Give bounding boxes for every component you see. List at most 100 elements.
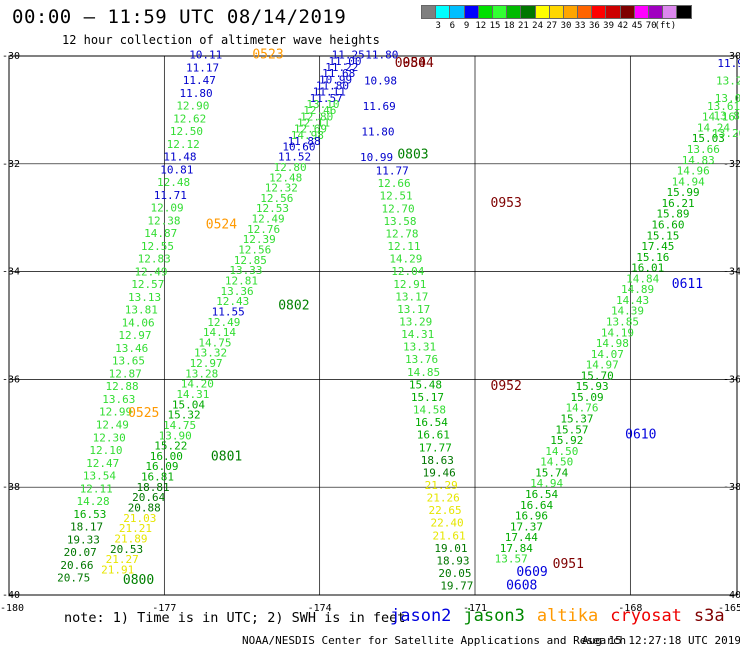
wave-height-label: 13.66 — [687, 143, 720, 156]
color-scale-label: 21 — [517, 21, 529, 31]
wave-height-label: 11.22 — [325, 61, 358, 74]
wave-height-label: 11.80 — [361, 126, 394, 139]
wave-height-label: 13.33 — [229, 264, 262, 277]
wave-height-label: 15.17 — [411, 391, 444, 404]
wave-height-label: 10.11 — [189, 49, 222, 62]
wave-height-label: 20.88 — [128, 502, 161, 515]
wave-height-label: 13.32 — [194, 347, 227, 360]
wave-height-label: 15.15 — [646, 229, 679, 242]
pass-time-label: 0524 — [206, 217, 237, 232]
wave-height-label: 15.70 — [581, 369, 614, 382]
color-scale-label: 24 — [532, 21, 544, 31]
wave-height-label: 17.77 — [419, 441, 452, 454]
pass-time-label: 0953 — [491, 196, 522, 211]
wave-height-label: 12.66 — [378, 177, 411, 190]
wave-height-label: 17.84 — [500, 542, 533, 555]
wave-height-label: 16.53 — [73, 508, 106, 521]
wave-height-label: 18.81 — [137, 481, 170, 494]
wave-height-label: 12.53 — [256, 202, 289, 215]
color-scale: 3 6 9 12 15 18 21 24 27 30 33 36 39 42 45 70 (ft) — [421, 5, 692, 35]
color-scale-label: 39 — [603, 21, 615, 31]
wave-height-label: 19.77 — [440, 580, 473, 593]
wave-height-label: 13.31 — [403, 341, 436, 354]
wave-height-label: 15.92 — [550, 434, 583, 447]
wave-height-label: 12.97 — [190, 357, 223, 370]
wave-height-label: 16.81 — [141, 471, 174, 484]
wave-height-label: 14.58 — [413, 404, 446, 417]
pass-time-label: 0610 — [625, 428, 656, 443]
wave-height-label: 12.78 — [385, 227, 418, 240]
wave-height-label: 12.32 — [265, 182, 298, 195]
wave-height-label: 13.58 — [383, 215, 416, 228]
wave-height-label: 16.21 — [661, 197, 694, 210]
chart-title: 00:00 – 11:59 UTC 08/14/2019 — [12, 6, 347, 28]
wave-height-label: 14.75 — [163, 419, 196, 432]
wave-height-label: 13.61 — [707, 100, 740, 113]
wave-height-label: 19.01 — [434, 542, 467, 555]
color-scale-label: 45 — [631, 21, 643, 31]
plot-frame — [8, 55, 738, 596]
wave-height-label: 14.43 — [616, 294, 649, 307]
color-scale-label: (ft) — [654, 21, 677, 31]
wave-height-label: 12.11 — [80, 482, 113, 495]
wave-height-label: 15.48 — [409, 378, 442, 391]
wave-height-label: 12.30 — [93, 431, 126, 444]
wave-height-label: 15.22 — [154, 440, 187, 453]
wave-height-label: 18.17 — [70, 521, 103, 534]
wave-height-label: 11.80 — [365, 49, 398, 62]
wave-height-label: 14.16 — [702, 111, 735, 124]
wave-height-label: 21.27 — [106, 553, 139, 566]
wave-height-label: 12.04 — [391, 265, 424, 278]
wave-height-label: 13.13 — [128, 291, 161, 304]
y-tick-label: -30 — [2, 51, 20, 62]
wave-height-label: 19.46 — [423, 466, 456, 479]
y-tick-label-right: -40 — [723, 590, 740, 601]
wave-height-label: 11.71 — [154, 189, 187, 202]
y-tick-label: -32 — [2, 159, 20, 170]
y-tick-label: -40 — [2, 590, 20, 601]
wave-height-label: 11.17 — [186, 61, 219, 74]
wave-height-label: 16.09 — [145, 460, 178, 473]
wave-height-label: 14.29 — [389, 253, 422, 266]
wave-height-label: 21.91 — [101, 563, 134, 576]
wave-height-label: 15.16 — [636, 251, 669, 264]
wave-height-label: 14.75 — [198, 336, 231, 349]
wave-height-label: 14.28 — [76, 495, 109, 508]
legend-item-s3a: s3a — [693, 606, 725, 626]
wave-height-label: 12.80 — [274, 161, 307, 174]
wave-height-label: 10.99 — [319, 73, 352, 86]
footer: NOAA/NESDIS Center for Satellite Applica… — [242, 634, 740, 647]
wave-height-label: 12.69 — [294, 123, 327, 136]
y-tick-label-right: -36 — [723, 374, 740, 385]
color-scale-label: 15 — [489, 21, 501, 31]
pass-time-label: 0803 — [397, 147, 428, 162]
y-tick-label-right: -30 — [723, 51, 740, 62]
x-tick-label: -168 — [618, 603, 642, 614]
wave-height-label: 14.89 — [621, 283, 654, 296]
wave-height-label: 17.44 — [505, 531, 538, 544]
wave-height-label: 12.39 — [243, 233, 276, 246]
wave-height-label: 15.57 — [555, 423, 588, 436]
wave-height-label: 13.36 — [221, 285, 254, 298]
pass-time-label: 0802 — [278, 298, 309, 313]
wave-height-label: 11.90 — [717, 57, 740, 70]
pass-time-label: 0804 — [403, 56, 434, 71]
wave-height-label: 14.07 — [591, 348, 624, 361]
wave-height-label: 13.90 — [159, 429, 192, 442]
wave-height-label: 12.48 — [269, 171, 302, 184]
wave-height-label: 16.54 — [525, 488, 558, 501]
color-scale-label: 36 — [588, 21, 600, 31]
footnote: note: 1) Time is in UTC; 2) SWH is in fe… — [64, 610, 406, 626]
wave-height-label: 11.55 — [212, 305, 245, 318]
wave-height-label: 11.11 — [313, 86, 346, 99]
wave-height-label: 12.90 — [176, 100, 209, 113]
color-scale-label: 3 — [435, 21, 441, 31]
wave-height-label: 20.53 — [110, 543, 143, 556]
wave-height-label: 12.85 — [234, 254, 267, 267]
wave-height-label: 11.77 — [376, 165, 409, 178]
color-swatch — [676, 5, 692, 19]
wave-height-label: 13.10 — [306, 98, 339, 111]
legend-item-cryosat: cryosat — [610, 606, 682, 626]
pass-time-label: 0801 — [211, 449, 242, 464]
wave-height-label: 12.87 — [109, 367, 142, 380]
